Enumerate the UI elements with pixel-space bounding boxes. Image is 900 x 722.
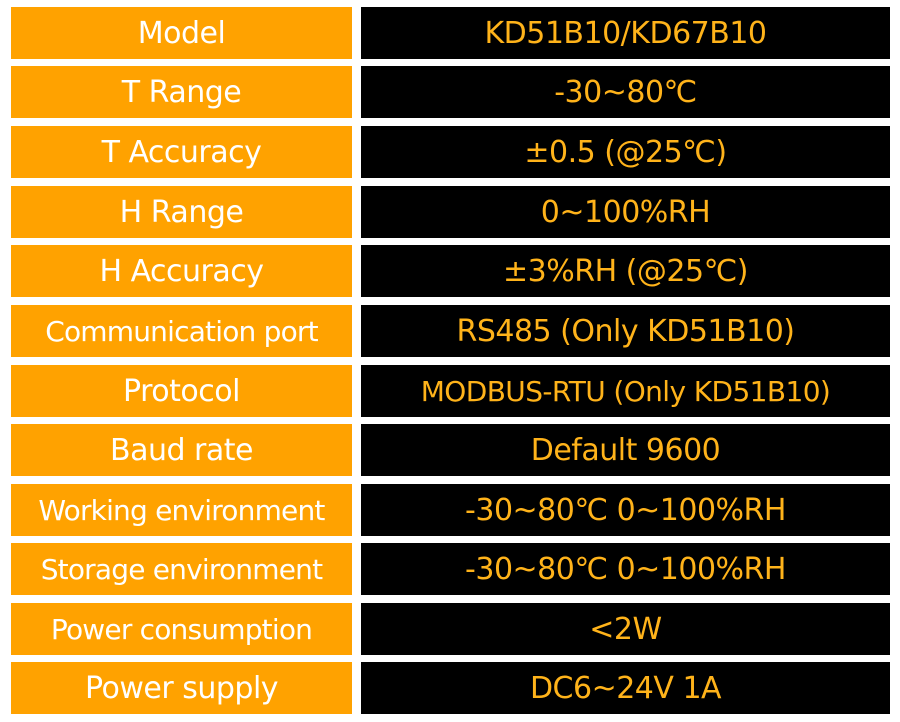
spec-value-t-range: -30~80℃: [361, 66, 890, 118]
spec-value-t-accuracy: ±0.5 (@25℃): [361, 126, 890, 178]
spec-row-storage-environment: Storage environment -30~80℃ 0~100%RH: [0, 543, 900, 595]
spec-row-t-accuracy: T Accuracy ±0.5 (@25℃): [0, 126, 900, 178]
spec-label-power-consumption: Power consumption: [11, 603, 352, 655]
spec-value-h-range: 0~100%RH: [361, 186, 890, 238]
spec-label-working-environment: Working environment: [11, 484, 352, 536]
spec-row-protocol: Protocol MODBUS-RTU (Only KD51B10): [0, 365, 900, 417]
spec-label-communication-port: Communication port: [11, 305, 352, 357]
spec-label-baud-rate: Baud rate: [11, 424, 352, 476]
spec-value-communication-port: RS485 (Only KD51B10): [361, 305, 890, 357]
spec-row-h-accuracy: H Accuracy ±3%RH (@25℃): [0, 245, 900, 297]
spec-row-working-environment: Working environment -30~80℃ 0~100%RH: [0, 484, 900, 536]
spec-row-baud-rate: Baud rate Default 9600: [0, 424, 900, 476]
spec-value-working-environment: -30~80℃ 0~100%RH: [361, 484, 890, 536]
spec-label-protocol: Protocol: [11, 365, 352, 417]
spec-value-protocol: MODBUS-RTU (Only KD51B10): [361, 365, 890, 417]
spec-label-power-supply: Power supply: [11, 662, 352, 714]
spec-value-power-consumption: <2W: [361, 603, 890, 655]
spec-row-power-supply: Power supply DC6~24V 1A: [0, 662, 900, 714]
spec-label-model: Model: [11, 7, 352, 59]
spec-value-storage-environment: -30~80℃ 0~100%RH: [361, 543, 890, 595]
spec-row-communication-port: Communication port RS485 (Only KD51B10): [0, 305, 900, 357]
spec-row-power-consumption: Power consumption <2W: [0, 603, 900, 655]
spec-value-baud-rate: Default 9600: [361, 424, 890, 476]
spec-label-storage-environment: Storage environment: [11, 543, 352, 595]
spec-label-t-range: T Range: [11, 66, 352, 118]
spec-row-h-range: H Range 0~100%RH: [0, 186, 900, 238]
spec-label-t-accuracy: T Accuracy: [11, 126, 352, 178]
spec-label-h-accuracy: H Accuracy: [11, 245, 352, 297]
spec-label-h-range: H Range: [11, 186, 352, 238]
spec-row-t-range: T Range -30~80℃: [0, 66, 900, 118]
spec-value-h-accuracy: ±3%RH (@25℃): [361, 245, 890, 297]
spec-value-model: KD51B10/KD67B10: [361, 7, 890, 59]
spec-value-power-supply: DC6~24V 1A: [361, 662, 890, 714]
spec-row-model: Model KD51B10/KD67B10: [0, 7, 900, 59]
